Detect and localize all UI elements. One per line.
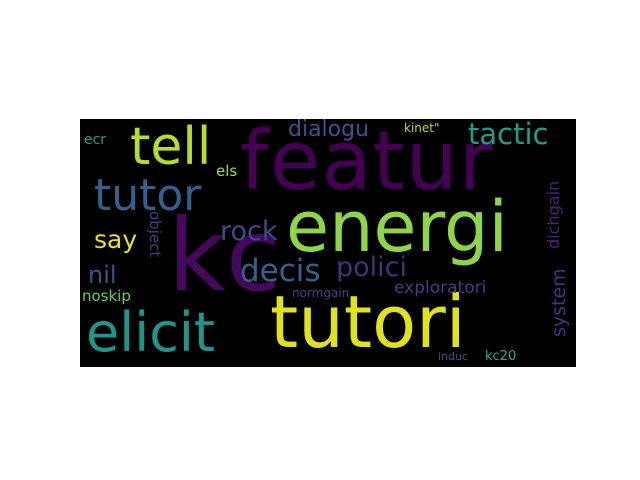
word-kinet: kinet"	[404, 121, 440, 135]
word-elicit: elicit	[86, 301, 216, 364]
word-energi: energi	[286, 186, 508, 268]
word-tutori: tutori	[270, 280, 466, 364]
word-dichgain: dichgain	[544, 180, 563, 249]
word-nil: nil	[88, 261, 117, 289]
word-exploratori: exploratori	[394, 278, 487, 298]
word-tell: tell	[130, 119, 212, 177]
word-cloud: featur kc energi tutori tell tutor elici…	[80, 119, 576, 367]
word-els: els	[216, 162, 238, 180]
word-polici: polici	[336, 252, 408, 283]
word-featur: featur	[240, 119, 494, 209]
word-normgain: normgain	[292, 286, 350, 300]
word-object: object	[146, 211, 164, 258]
word-rock: rock	[220, 216, 278, 247]
word-dialogu: dialogu	[288, 119, 370, 142]
word-decis: decis	[240, 253, 321, 289]
word-kc: kc	[168, 197, 281, 314]
word-tutor: tutor	[94, 170, 202, 221]
word-tactic: tactic	[468, 119, 549, 151]
word-ecr: ecr	[84, 132, 107, 148]
word-noskip: noskip	[82, 287, 131, 305]
word-say: say	[94, 225, 138, 254]
word-system: system	[548, 268, 570, 337]
word-kc20: kc20	[485, 349, 517, 364]
word-induc: induc	[438, 350, 469, 363]
